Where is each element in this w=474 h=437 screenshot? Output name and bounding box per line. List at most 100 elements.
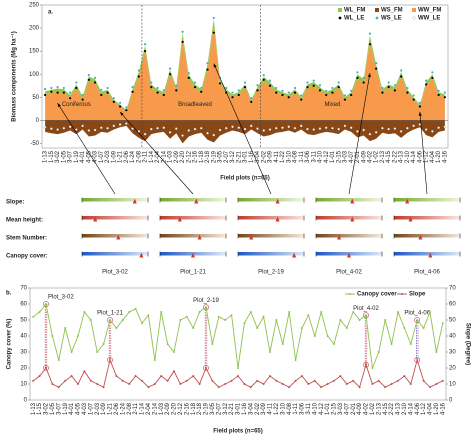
point <box>150 86 153 89</box>
point <box>356 76 359 79</box>
point <box>396 379 400 382</box>
x-tick-label: 3-01 <box>243 150 249 163</box>
marker <box>275 198 280 204</box>
x-tick-label: 2-12 <box>178 402 184 415</box>
legend-label: Slope <box>409 292 426 298</box>
x-tick-label: 4-06 <box>417 150 423 163</box>
x-tick-label: 2-20 <box>172 402 178 415</box>
marker <box>139 252 144 258</box>
point <box>312 128 315 131</box>
point <box>293 126 297 130</box>
point <box>181 134 184 137</box>
marker <box>292 252 297 258</box>
point <box>200 90 203 93</box>
point <box>143 43 147 46</box>
legend-label: WS_FM <box>381 8 403 14</box>
point <box>51 334 54 338</box>
x-tick-label: 2-21 <box>229 402 235 415</box>
point <box>332 342 336 346</box>
x-tick-label: 3-01 <box>236 402 242 415</box>
y-tick-label: 200 <box>29 26 40 32</box>
point <box>43 125 47 129</box>
x-tick-label: 1-18 <box>199 150 205 163</box>
annotation: Plot_1-21 <box>97 311 123 317</box>
point <box>128 382 131 386</box>
x-tick-label: 1-12 <box>424 150 430 163</box>
x-tick-label: 2-06 <box>124 150 130 163</box>
x-tick-label: 1-05 <box>50 402 56 415</box>
x-tick-label: 4-16 <box>442 150 448 163</box>
row-label: Slope: <box>6 200 24 206</box>
gradient-bar <box>394 234 460 238</box>
x-tick-label: 2-21 <box>236 150 242 163</box>
point <box>268 79 272 82</box>
point <box>400 75 403 78</box>
point <box>399 130 403 133</box>
point <box>87 129 91 132</box>
legend-label: WW_FM <box>418 8 441 14</box>
x-tick-label: 1-09 <box>101 402 107 415</box>
point <box>225 126 228 130</box>
x-tick-label: 3-07 <box>68 150 74 163</box>
point <box>70 350 73 354</box>
point <box>57 386 60 389</box>
row-label: Canopy cover: <box>6 254 48 260</box>
point <box>230 314 233 317</box>
marker <box>350 198 355 204</box>
point <box>424 128 428 131</box>
plot-label: Plot_2-19 <box>258 270 284 276</box>
point <box>44 93 47 97</box>
x-tick-label: 3-03 <box>338 402 344 415</box>
point <box>108 358 112 362</box>
gradient-bar <box>160 198 226 202</box>
point <box>87 74 90 77</box>
x-tick-label: 4-15 <box>383 402 389 415</box>
point <box>362 128 365 132</box>
point <box>435 350 438 354</box>
point <box>93 76 97 79</box>
point <box>331 126 334 130</box>
point <box>168 67 172 70</box>
y2-axis-label: Slope (Degree) <box>464 323 470 365</box>
x-tick-label: 3-07 <box>56 402 62 415</box>
point <box>307 382 310 386</box>
point <box>425 79 428 82</box>
point <box>69 97 72 100</box>
point <box>431 71 434 74</box>
point <box>250 100 253 103</box>
point <box>50 90 53 93</box>
point <box>343 98 347 101</box>
point <box>192 326 195 330</box>
point <box>106 91 109 94</box>
point <box>81 98 84 101</box>
point <box>381 86 384 90</box>
point <box>288 310 291 314</box>
point <box>243 86 247 89</box>
point <box>185 315 188 318</box>
point <box>352 379 355 382</box>
point <box>237 126 241 129</box>
point <box>160 310 163 314</box>
x-tick-label: 4-12 <box>324 150 330 163</box>
x-tick-label: 2-07 <box>216 402 222 415</box>
point <box>262 382 265 386</box>
highlight <box>414 317 421 323</box>
x-tick-label: 3-05 <box>210 402 216 415</box>
x-tick-label: 1-13 <box>43 150 49 163</box>
point <box>274 126 278 130</box>
point <box>368 43 372 46</box>
x-tick-label: 1-19 <box>63 402 69 415</box>
legend-label: WL_LE <box>344 16 364 22</box>
y-tick-label: 70 <box>20 286 27 292</box>
point <box>437 93 440 97</box>
point <box>243 127 247 131</box>
point <box>428 386 432 389</box>
point <box>150 127 153 131</box>
point <box>362 76 365 79</box>
x-tick-label: 4-09 <box>361 150 367 163</box>
y2-tick-label: 0 <box>449 398 453 404</box>
y-tick-label: 20 <box>20 366 27 372</box>
x-tick-label: 1-01 <box>330 150 336 163</box>
point <box>350 89 353 92</box>
x-tick-label: 3-10 <box>286 150 292 163</box>
